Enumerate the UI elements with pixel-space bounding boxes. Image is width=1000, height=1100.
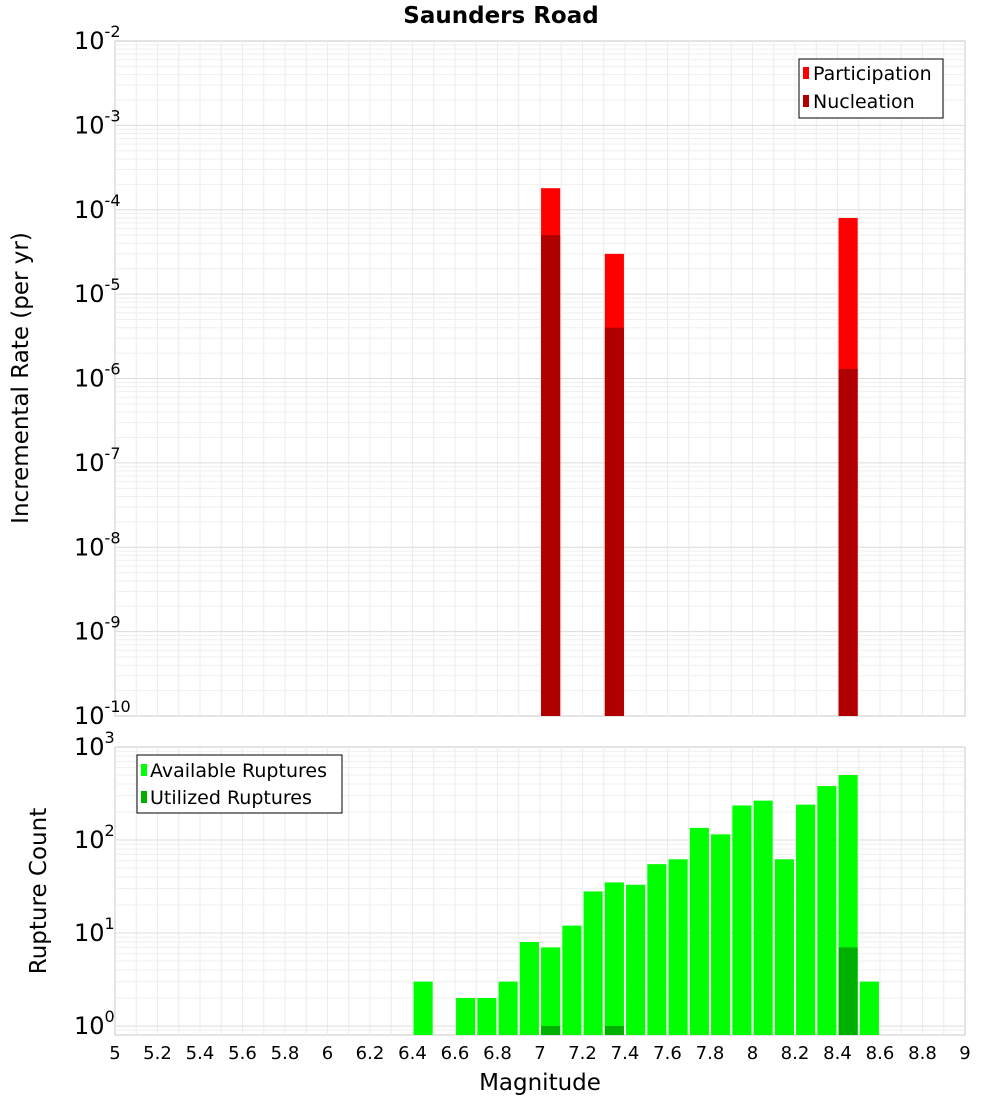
count-bar-s0 xyxy=(774,859,794,1035)
count-bar-s1 xyxy=(838,947,858,1035)
count-bar-s0 xyxy=(753,800,773,1035)
count-bar-s1 xyxy=(604,1025,624,1035)
rate-panel: 10-10 10-9 10-8 10-7 10-6 10-5 10-4 10-3 10-2 In… xyxy=(8,22,966,730)
rate-y-tick-label: 10-6 xyxy=(74,360,121,393)
x-tick-label: 8 xyxy=(747,1043,758,1064)
count-y-ticks: 100 101 102 103 xyxy=(74,728,115,1040)
count-bar-s0 xyxy=(668,859,688,1035)
count-bar-s0 xyxy=(626,884,646,1035)
count-y-tick-label: 102 xyxy=(74,821,115,854)
x-tick-label: 5.6 xyxy=(228,1043,257,1064)
x-tick-label: 5.4 xyxy=(186,1043,215,1064)
count-y-tick-label: 100 xyxy=(74,1007,115,1040)
count-bar-s0 xyxy=(796,804,816,1035)
legend-label-available: Available Ruptures xyxy=(150,760,327,782)
x-tick-label: 6.4 xyxy=(398,1043,427,1064)
legend-swatch-nucleation xyxy=(803,95,809,107)
x-tick-label: 8.2 xyxy=(781,1043,810,1064)
legend-label-utilized: Utilized Ruptures xyxy=(150,787,312,809)
count-bar-s0 xyxy=(859,981,879,1035)
count-legend: Available Ruptures Utilized Ruptures xyxy=(136,754,343,814)
x-tick-label: 7.4 xyxy=(611,1043,640,1064)
count-x-ticks: 5 5.2 5.4 5.6 5.8 6 6.2 6.4 6.6 6.8 7 7.2 7.4 7.6 7.8 8… xyxy=(109,1043,970,1064)
count-bar-s0 xyxy=(689,827,709,1035)
count-bar-s1 xyxy=(541,1025,561,1035)
legend-swatch-utilized xyxy=(141,791,147,803)
rate-y-tick-label: 10-3 xyxy=(74,106,121,139)
legend-swatch-available xyxy=(141,764,147,776)
count-legend-box xyxy=(136,754,343,814)
rate-y-tick-label: 10-5 xyxy=(74,275,121,308)
x-tick-label: 5 xyxy=(109,1043,120,1064)
count-y-tick-label: 103 xyxy=(74,728,115,761)
x-tick-label: 6.2 xyxy=(356,1043,385,1064)
legend-label-nucleation: Nucleation xyxy=(813,91,915,113)
legend-swatch-participation xyxy=(803,67,809,79)
rate-bar-s1 xyxy=(541,235,561,716)
count-bar-s0 xyxy=(498,981,518,1035)
count-bar-s0 xyxy=(583,891,603,1035)
rate-y-tick-label: 10-2 xyxy=(74,22,121,55)
rate-y-tick-label: 10-4 xyxy=(74,191,121,224)
count-bar-s0 xyxy=(519,942,539,1035)
rate-y-axis-label: Incremental Rate (per yr) xyxy=(8,232,34,524)
rate-legend: Participation Nucleation xyxy=(798,58,944,119)
count-y-axis-label: Rupture Count xyxy=(26,808,52,974)
rate-grid xyxy=(115,41,965,716)
count-bar-s0 xyxy=(477,997,497,1035)
rate-y-tick-label: 10-7 xyxy=(74,444,121,477)
count-y-tick-label: 101 xyxy=(74,914,115,947)
x-tick-label: 8.4 xyxy=(823,1043,852,1064)
x-tick-label: 5.8 xyxy=(271,1043,300,1064)
count-bars xyxy=(413,774,879,1035)
rate-bar-s1 xyxy=(838,368,858,716)
count-bar-s0 xyxy=(647,864,667,1035)
count-bar-s0 xyxy=(604,882,624,1035)
count-bar-s0 xyxy=(456,997,476,1035)
legend-label-participation: Participation xyxy=(813,63,932,85)
count-bar-s0 xyxy=(413,981,433,1035)
count-bar-s0 xyxy=(562,925,582,1035)
x-tick-label: 6.6 xyxy=(441,1043,470,1064)
rate-y-tick-label: 10-8 xyxy=(74,528,121,561)
chart-title: Saunders Road xyxy=(403,3,598,29)
x-tick-label: 7.8 xyxy=(696,1043,725,1064)
count-bar-s0 xyxy=(711,834,731,1035)
x-tick-label: 5.2 xyxy=(143,1043,172,1064)
x-tick-label: 8.8 xyxy=(908,1043,937,1064)
x-tick-label: 7 xyxy=(534,1043,545,1064)
count-bar-s0 xyxy=(732,805,752,1035)
x-tick-label: 8.6 xyxy=(866,1043,895,1064)
rate-bars xyxy=(541,188,858,717)
count-bar-s0 xyxy=(817,786,837,1035)
count-bar-s0 xyxy=(541,947,561,1035)
rate-legend-box xyxy=(798,58,944,119)
x-tick-label: 7.2 xyxy=(568,1043,597,1064)
rate-y-tick-label: 10-10 xyxy=(74,697,131,730)
x-axis-label: Magnitude xyxy=(479,1070,601,1096)
rate-y-tick-label: 10-9 xyxy=(74,613,121,646)
x-tick-label: 6.8 xyxy=(483,1043,512,1064)
x-tick-label: 6 xyxy=(322,1043,333,1064)
count-panel: 100 101 102 103 5 5.2 5.4 5.6 5.8 6 6.2 6.4 6.6 6.8 7… xyxy=(26,728,971,1096)
rate-bar-s1 xyxy=(604,327,624,716)
x-tick-label: 7.6 xyxy=(653,1043,682,1064)
rate-y-ticks: 10-10 10-9 10-8 10-7 10-6 10-5 10-4 10-3 10-2 xyxy=(74,22,131,730)
x-tick-label: 9 xyxy=(959,1043,970,1064)
